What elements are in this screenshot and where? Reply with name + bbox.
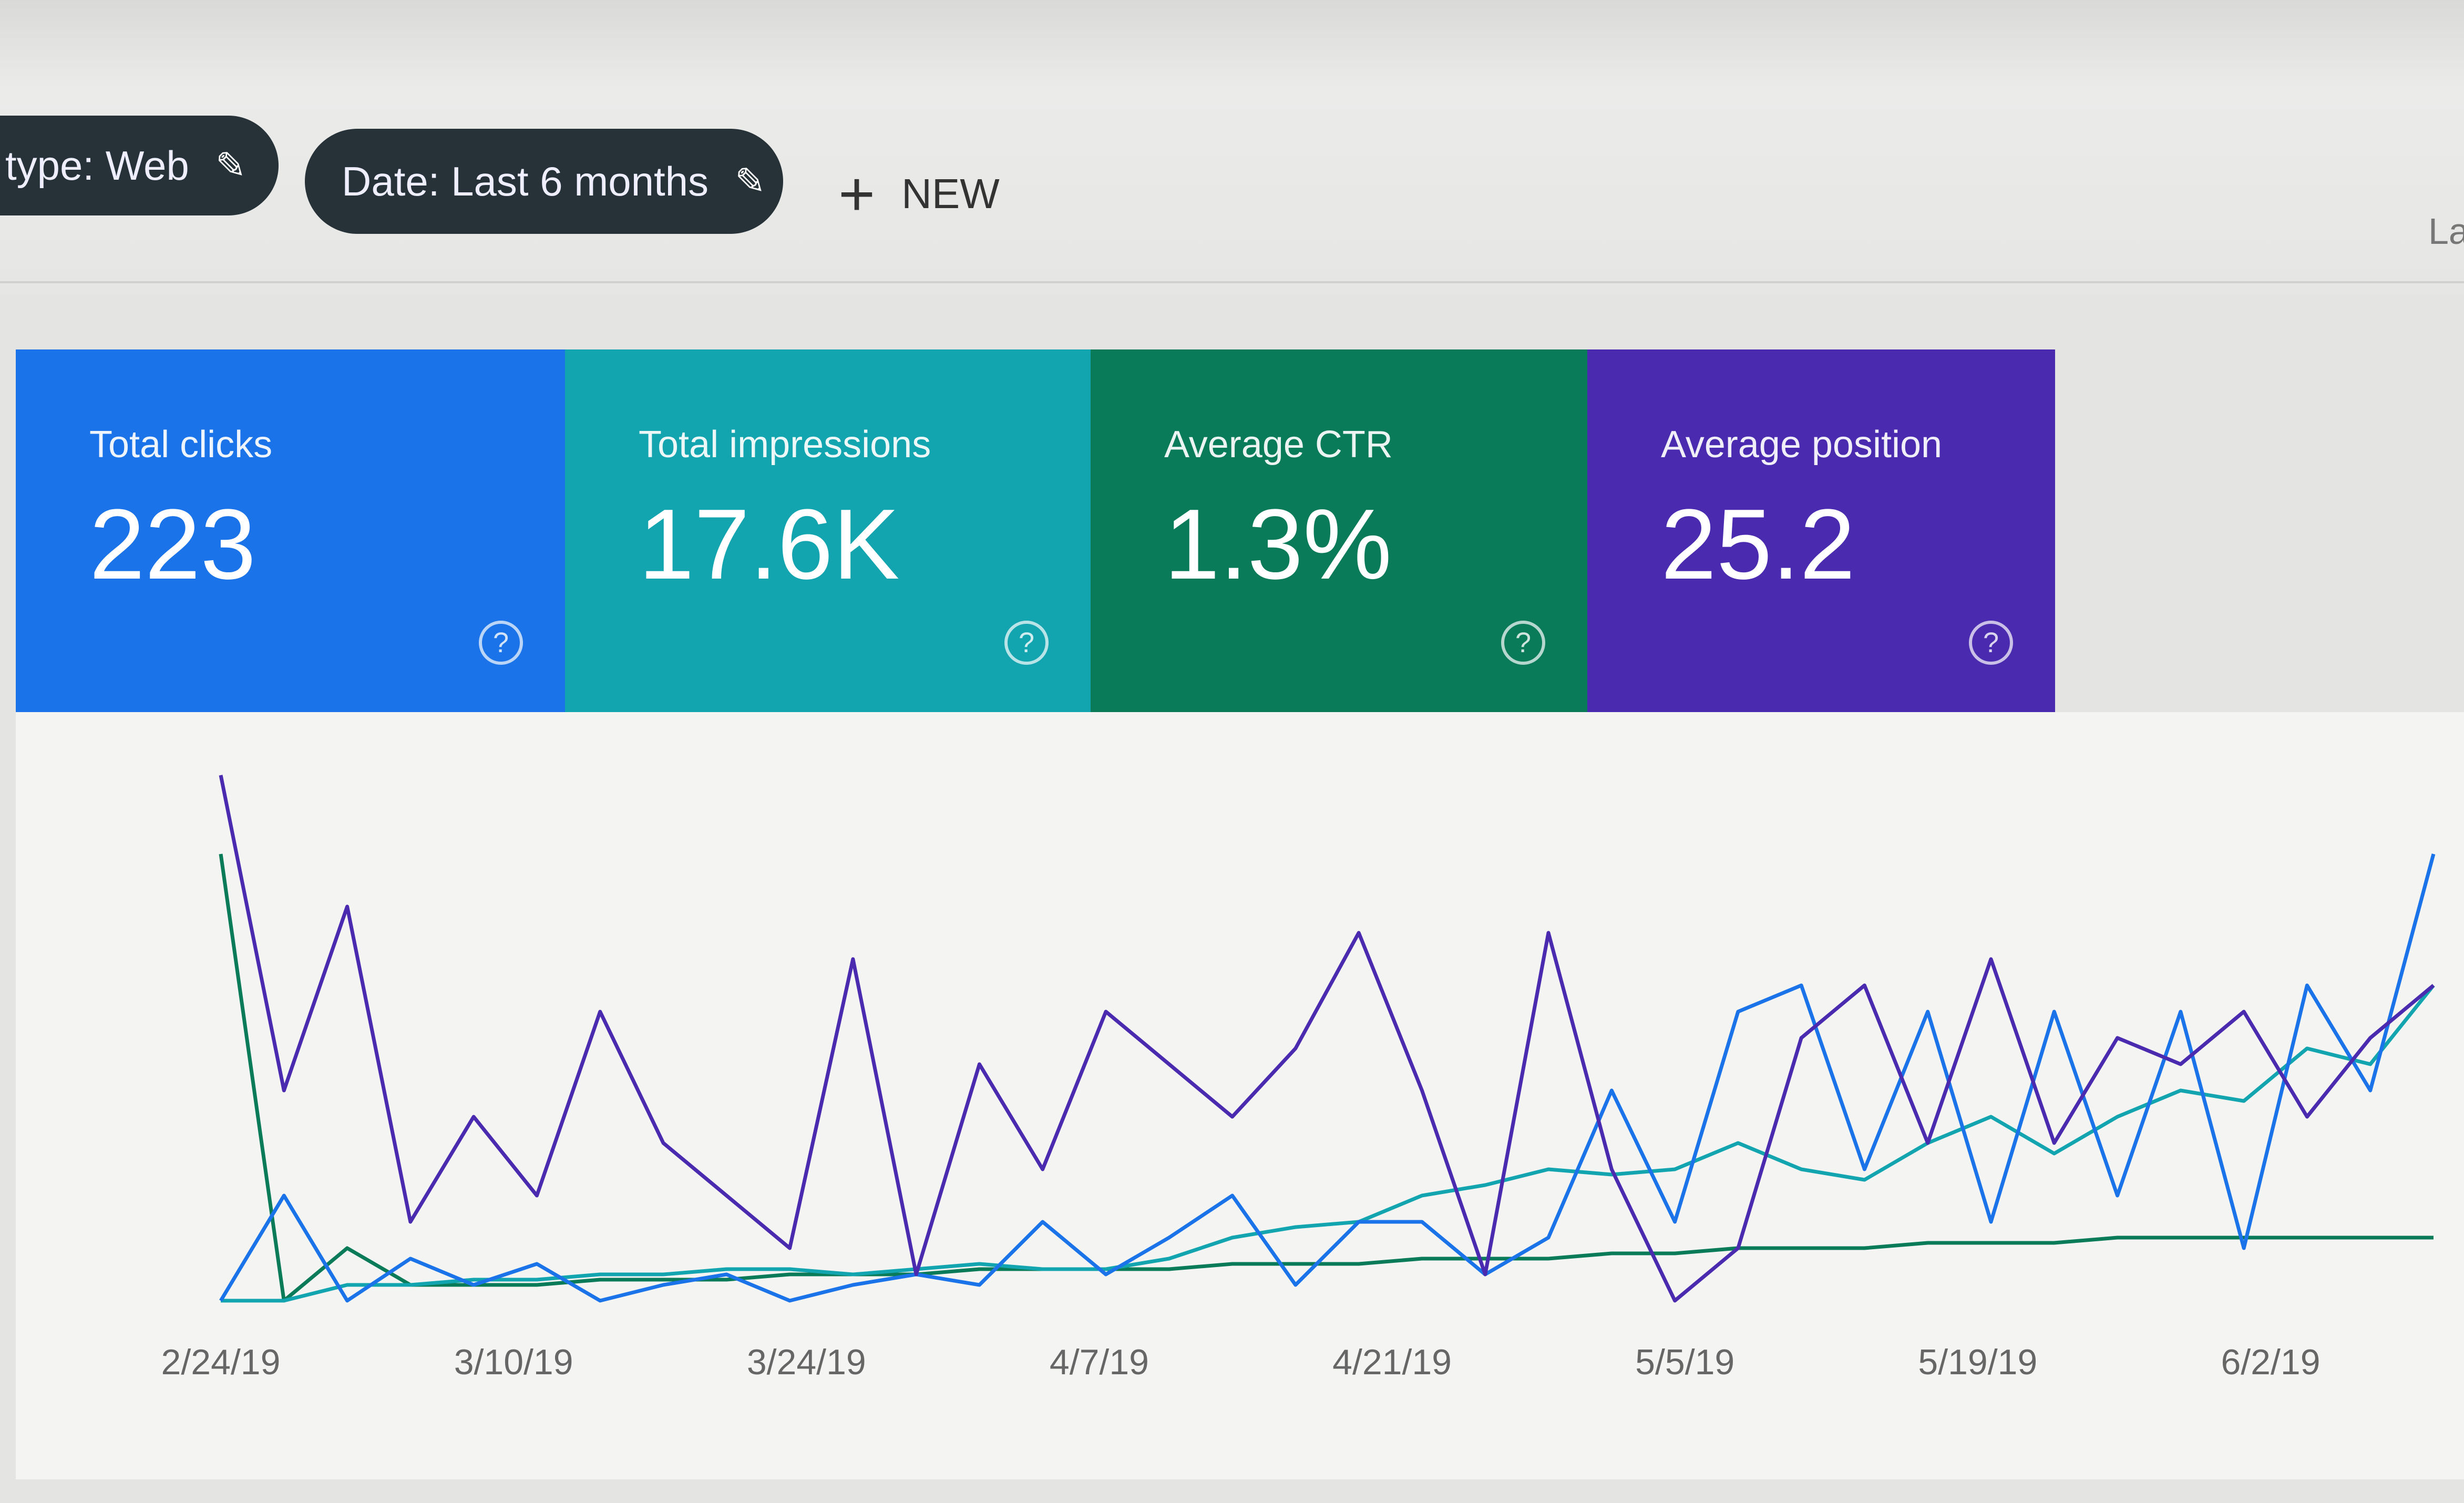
help-circle-icon[interactable]: ? — [1501, 621, 1545, 665]
x-tick-label: 4/21/19 — [1332, 1342, 1452, 1382]
series-line — [219, 853, 2436, 1303]
x-tick-label: 5/19/19 — [1918, 1342, 2037, 1382]
metric-card-total-clicks[interactable]: Total clicks 223 ? — [16, 349, 565, 712]
plus-icon: + — [838, 159, 876, 229]
help-circle-icon[interactable]: ? — [479, 621, 523, 665]
x-tick-label: 6/2/19 — [2221, 1342, 2320, 1382]
metric-card-average-position[interactable]: Average position 25.2 ? — [1587, 349, 2055, 712]
x-tick-label: 2/24/19 — [161, 1342, 281, 1382]
metric-value: 223 — [89, 489, 256, 600]
metric-label: Average position — [1661, 424, 1943, 466]
metric-value: 17.6K — [639, 489, 900, 600]
series-line — [219, 853, 2434, 1303]
metric-value: 25.2 — [1661, 489, 1855, 600]
metric-card-total-impressions[interactable]: Total impressions 17.6K ? — [565, 349, 1091, 712]
new-filter-label: NEW — [901, 170, 1000, 217]
x-tick-label: 3/10/19 — [454, 1342, 573, 1382]
x-tick-label: 3/24/19 — [747, 1342, 866, 1382]
pencil-icon[interactable]: ✎ — [215, 145, 247, 186]
metric-value: 1.3% — [1164, 489, 1392, 600]
search-type-filter-label: type: Web — [5, 142, 189, 189]
help-circle-icon[interactable]: ? — [1004, 621, 1049, 665]
divider — [0, 281, 2464, 283]
date-filter-label: Date: Last 6 months — [342, 158, 709, 204]
date-filter-chip[interactable]: Date: Last 6 months ✎ — [305, 129, 783, 234]
metric-label: Average CTR — [1164, 424, 1393, 466]
series-line — [219, 775, 2435, 1303]
x-tick-label: 5/5/19 — [1635, 1342, 1734, 1382]
series-line — [221, 984, 2435, 1303]
partial-label: La — [2428, 211, 2464, 252]
x-tick-label: 4/7/19 — [1050, 1342, 1149, 1382]
metric-label: Total impressions — [639, 424, 931, 466]
performance-chart-panel: 2/24/19 3/10/19 3/24/19 4/7/19 4/21/19 5/5/19… — [16, 712, 2464, 1479]
metric-label: Total clicks — [89, 424, 273, 466]
search-type-filter-chip[interactable]: type: Web ✎ — [0, 116, 279, 215]
pencil-icon[interactable]: ✎ — [735, 161, 766, 202]
performance-line-chart[interactable]: 2/24/19 3/10/19 3/24/19 4/7/19 4/21/19 5/5/19… — [16, 712, 2464, 1479]
metric-card-average-ctr[interactable]: Average CTR 1.3% ? — [1091, 349, 1587, 712]
help-circle-icon[interactable]: ? — [1969, 621, 2013, 665]
new-filter-button[interactable]: + NEW — [838, 158, 1000, 230]
